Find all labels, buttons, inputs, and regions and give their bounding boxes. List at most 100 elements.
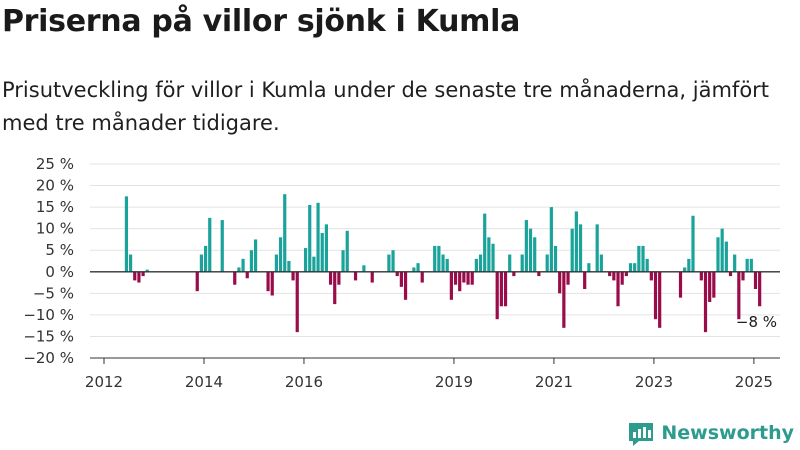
bar <box>249 250 254 272</box>
bar <box>545 254 549 272</box>
bar <box>749 258 753 272</box>
bar <box>137 271 141 283</box>
bar <box>637 245 641 272</box>
y-tick-label: −15 % <box>23 327 74 345</box>
bar <box>199 254 204 272</box>
bar <box>578 224 583 272</box>
bar <box>478 254 483 272</box>
bar <box>283 194 287 272</box>
chart-title: Priserna på villor sjönk i Kumla <box>2 4 521 39</box>
bar <box>474 258 478 272</box>
bar <box>399 271 403 287</box>
bar <box>274 254 279 272</box>
bar <box>616 271 620 307</box>
bar <box>270 271 274 296</box>
bar <box>703 271 708 333</box>
bar <box>608 271 612 277</box>
bar <box>620 271 624 285</box>
bar <box>458 271 462 292</box>
bar <box>562 271 566 328</box>
bar <box>433 245 437 272</box>
bar <box>712 271 716 298</box>
bar <box>470 271 474 285</box>
bar <box>308 204 312 272</box>
bar <box>599 254 603 272</box>
bar <box>291 271 295 281</box>
bar <box>391 250 395 272</box>
y-tick-label: 20 % <box>36 177 74 195</box>
bar <box>691 215 695 272</box>
x-tick-label: 2023 <box>635 373 673 391</box>
bar <box>583 271 587 290</box>
y-tick-label: −10 % <box>23 306 74 324</box>
bar <box>491 243 495 272</box>
bar <box>141 271 145 277</box>
latest-value-annotation: −8 % <box>736 313 777 331</box>
bar <box>403 271 408 300</box>
bar <box>353 271 358 281</box>
bar <box>303 248 308 272</box>
bar <box>341 250 345 272</box>
brand-name: Newsworthy <box>661 422 794 444</box>
bar <box>570 228 574 272</box>
bar <box>612 271 616 281</box>
bar <box>649 271 653 281</box>
bar <box>537 271 541 277</box>
bar <box>528 228 533 272</box>
x-tick-label: 2014 <box>185 373 223 391</box>
x-tick-label: 2021 <box>535 373 573 391</box>
bar <box>503 271 508 307</box>
bar <box>445 258 449 272</box>
bar <box>370 271 374 283</box>
bar <box>237 267 241 272</box>
bar <box>487 237 491 272</box>
bar <box>253 239 258 272</box>
bar <box>337 271 341 285</box>
bar <box>737 271 741 320</box>
bar <box>420 271 424 283</box>
bar <box>345 230 349 272</box>
bar <box>499 271 503 307</box>
bar <box>466 271 470 285</box>
bar <box>483 213 487 272</box>
bar <box>645 258 649 272</box>
y-tick-label: 5 % <box>45 241 74 259</box>
x-tick-label: 2025 <box>735 373 773 391</box>
bar <box>312 256 316 272</box>
axes <box>90 271 780 364</box>
bar <box>316 202 320 272</box>
bar <box>441 254 445 272</box>
y-tick-label: 0 % <box>45 263 74 281</box>
bar <box>753 271 758 290</box>
y-tick-label: −5 % <box>33 284 74 302</box>
bar <box>462 271 466 283</box>
bar <box>512 271 516 277</box>
bar <box>628 263 633 272</box>
bar <box>687 258 691 272</box>
bar <box>453 271 458 285</box>
bar <box>699 271 703 281</box>
bar <box>533 237 537 272</box>
bar <box>395 271 399 277</box>
newsworthy-logo-icon <box>629 423 654 446</box>
bar <box>508 254 512 272</box>
bar <box>287 261 291 272</box>
bar <box>495 271 499 320</box>
bar <box>524 220 528 272</box>
newsworthy-brand: Newsworthy <box>627 419 794 447</box>
x-tick-label: 2019 <box>435 373 473 391</box>
bar <box>658 271 662 328</box>
bar <box>220 220 224 272</box>
bar <box>678 271 683 298</box>
bar <box>245 271 249 279</box>
bar <box>566 271 570 285</box>
y-tick-label: −20 % <box>23 349 74 367</box>
bar <box>416 263 420 272</box>
bar <box>549 207 553 272</box>
bar <box>387 254 391 272</box>
bar <box>203 245 208 272</box>
bar <box>266 271 270 292</box>
bar <box>449 271 453 300</box>
bar <box>320 232 324 272</box>
bar <box>641 245 645 272</box>
